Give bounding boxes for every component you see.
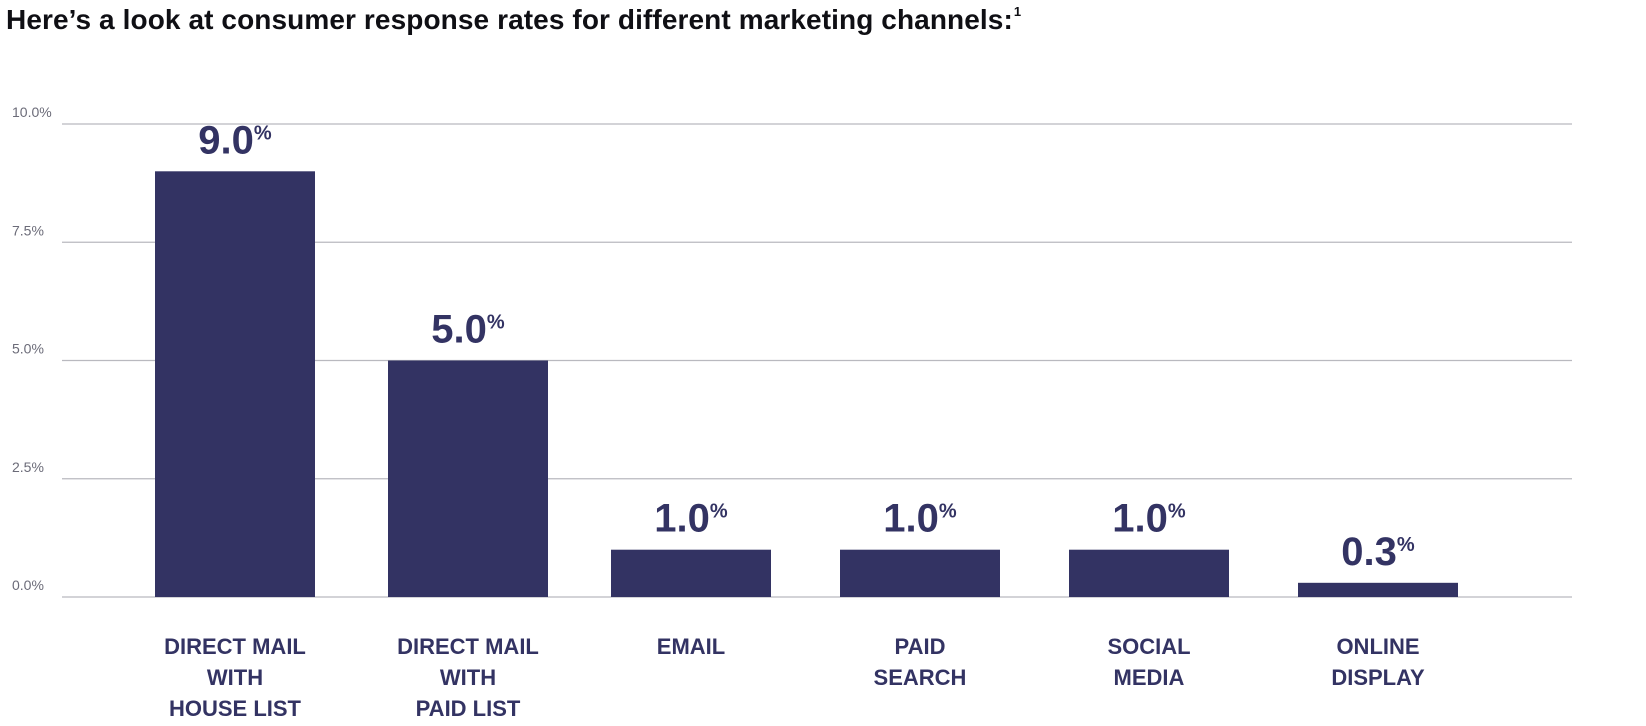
data-label: 0.3% (1341, 530, 1415, 574)
data-label-unit: % (939, 501, 957, 523)
x-category-label: HOUSE LIST (169, 696, 302, 721)
x-category-label: SOCIAL (1107, 634, 1190, 659)
x-category-label: PAID LIST (416, 696, 521, 721)
bar (388, 360, 548, 597)
data-label: 9.0% (198, 118, 272, 162)
data-label: 1.0% (654, 497, 728, 541)
x-category-label: SEARCH (874, 665, 967, 690)
title-text: Here’s a look at consumer response rates… (6, 4, 1013, 35)
data-label-unit: % (254, 122, 272, 144)
y-tick-label: 0.0% (12, 577, 44, 593)
data-label-unit: % (1397, 534, 1415, 556)
page-title: Here’s a look at consumer response rates… (6, 4, 1021, 36)
data-label-value: 9.0 (198, 118, 254, 162)
bar (1298, 582, 1458, 597)
bars (155, 171, 1458, 598)
data-label-value: 1.0 (883, 497, 939, 541)
x-axis-labels: DIRECT MAIL WITH HOUSE LIST DIRECT MAIL WITH… (164, 634, 1425, 721)
y-tick-label: 5.0% (12, 341, 44, 357)
x-category-label: ONLINE (1336, 634, 1419, 659)
title-footnote-marker: 1 (1013, 4, 1022, 19)
data-label-unit: % (1168, 501, 1186, 523)
y-axis-ticks: 0.0% 2.5% 5.0% 7.5% 10.0% (12, 104, 52, 593)
bar (611, 549, 771, 597)
data-label: 1.0% (1112, 497, 1186, 541)
bar (840, 549, 1000, 597)
x-category-label: WITH (440, 665, 496, 690)
x-category-label: DIRECT MAIL (164, 634, 306, 659)
x-category-label: PAID (895, 634, 946, 659)
bar (155, 171, 315, 598)
data-label-unit: % (710, 501, 728, 523)
bar (1069, 549, 1229, 597)
data-label-value: 1.0 (654, 497, 710, 541)
data-label-value: 0.3 (1341, 530, 1397, 574)
data-label-value: 1.0 (1112, 497, 1168, 541)
data-label: 5.0% (431, 308, 505, 352)
x-category-label: DIRECT MAIL (397, 634, 539, 659)
y-tick-label: 7.5% (12, 222, 44, 238)
data-label: 1.0% (883, 497, 957, 541)
x-category-label: WITH (207, 665, 263, 690)
data-label-value: 5.0 (431, 308, 487, 352)
data-label-unit: % (487, 312, 505, 334)
x-category-label: EMAIL (657, 634, 725, 659)
y-tick-label: 2.5% (12, 459, 44, 475)
y-tick-label: 10.0% (12, 104, 52, 120)
data-labels: 9.0%5.0%1.0% 1.0% 1.0%0.3% (198, 118, 1415, 574)
x-category-label: DISPLAY (1331, 665, 1425, 690)
x-category-label: MEDIA (1114, 665, 1185, 690)
